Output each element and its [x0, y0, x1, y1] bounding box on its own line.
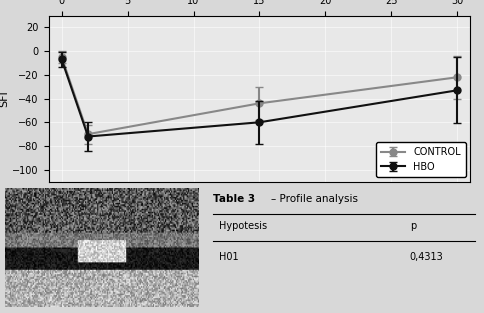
Text: Table 3: Table 3	[213, 194, 255, 204]
Text: H01: H01	[218, 252, 238, 262]
Text: p: p	[409, 221, 415, 231]
Legend: CONTROL, HBO: CONTROL, HBO	[376, 142, 465, 177]
Y-axis label: SFI: SFI	[0, 90, 10, 107]
Text: Hypotesis: Hypotesis	[218, 221, 266, 231]
Text: 0,4313: 0,4313	[409, 252, 443, 262]
Text: – Profile analysis: – Profile analysis	[271, 194, 357, 204]
